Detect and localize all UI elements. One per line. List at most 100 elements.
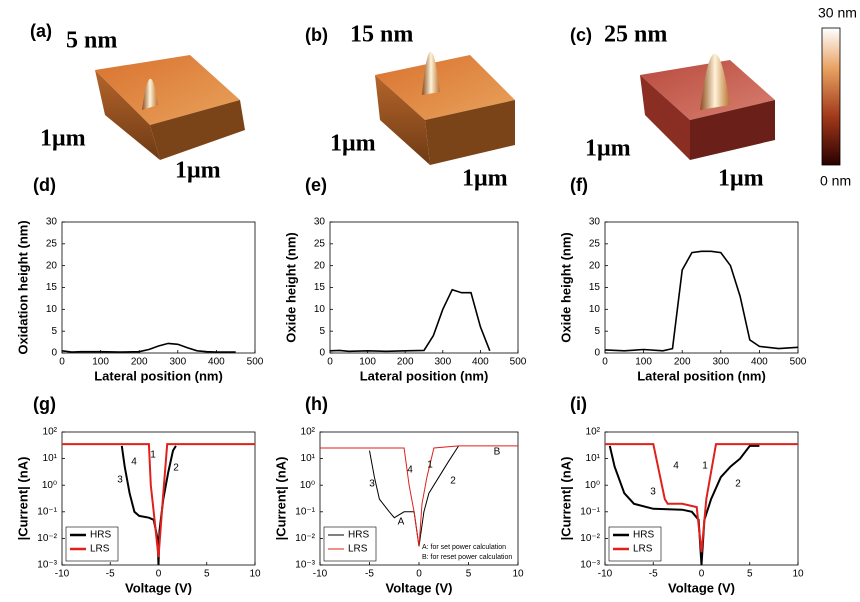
x-tick-label: 400: [751, 357, 768, 368]
afm-size: 1μm: [40, 126, 86, 152]
plot-frame: [329, 221, 519, 354]
x-axis-label: Voltage (V): [125, 580, 192, 595]
legend-label: HRS: [348, 530, 369, 541]
panel-label: (d): [33, 175, 56, 195]
y-tick-label: 10⁰: [585, 480, 600, 491]
y-tick-label: 20: [46, 260, 58, 271]
x-tick-label: -5: [106, 569, 115, 580]
afm-image: [640, 53, 775, 160]
x-tick-label: 300: [434, 357, 451, 368]
annotation: 3: [117, 475, 123, 486]
x-tick-label: 500: [790, 357, 807, 368]
afm-size: 1μm: [330, 131, 376, 157]
y-tick-label: 10⁰: [300, 480, 315, 491]
x-tick-label: 100: [359, 357, 376, 368]
panel-label: (f): [570, 175, 588, 195]
y-tick-label: 10⁰: [42, 480, 57, 491]
y-tick-label: 10¹: [586, 453, 601, 464]
x-tick-label: -10: [313, 569, 328, 580]
annotation: 2: [450, 476, 456, 487]
x-axis-label: Lateral position (nm): [94, 368, 223, 383]
y-tick-label: 5: [319, 326, 325, 337]
y-tick-label: 5: [594, 326, 600, 337]
x-axis-label: Voltage (V): [386, 580, 453, 595]
panel-label: (e): [305, 175, 327, 195]
x-tick-label: 100: [635, 357, 652, 368]
colorbar-min: 0 nm: [820, 173, 851, 189]
x-tick-label: 500: [247, 357, 264, 368]
legend-box: [608, 526, 662, 562]
data-line: [605, 443, 798, 553]
y-tick-label: 10⁻³: [37, 560, 57, 571]
afm-size: 1μm: [462, 166, 508, 192]
annotation: 4: [673, 461, 679, 472]
x-tick-label: -10: [598, 569, 613, 580]
legend-label: LRS: [633, 544, 653, 555]
y-axis-label: |Current| (nA): [15, 457, 30, 541]
y-tick-label: 10: [46, 304, 58, 315]
panel-label: (i): [570, 394, 587, 414]
x-tick-label: 300: [712, 357, 729, 368]
x-tick-label: 100: [92, 357, 109, 368]
afm-image: [95, 55, 245, 160]
annotation: 3: [650, 487, 656, 498]
annotation: 2: [735, 479, 741, 490]
plot-frame: [61, 221, 256, 354]
afm-height: 25 nm: [604, 22, 667, 48]
annotation: 4: [131, 457, 137, 468]
y-tick-label: 10¹: [301, 453, 316, 464]
y-tick-label: 10²: [586, 427, 601, 438]
y-tick-label: 10⁻¹: [580, 506, 600, 517]
x-tick-label: 0: [156, 569, 162, 580]
x-tick-label: 200: [131, 357, 148, 368]
data-line: [369, 445, 460, 547]
panel-label: (a): [30, 21, 52, 41]
y-tick-label: 15: [46, 282, 58, 293]
data-line: [329, 288, 491, 353]
x-tick-label: -10: [55, 569, 70, 580]
y-tick-label: 25: [46, 238, 58, 249]
x-tick-label: 5: [466, 569, 472, 580]
panel-label: (h): [305, 394, 328, 414]
legend-label: HRS: [633, 530, 654, 541]
colorbar: [821, 27, 841, 166]
legend-box: [323, 526, 377, 562]
x-tick-label: 10: [249, 569, 261, 580]
annotation: A: for set power calculation: [422, 544, 506, 551]
y-tick-label: 10²: [301, 427, 316, 438]
y-tick-label: 5: [51, 326, 57, 337]
y-axis-label: |Current| (nA): [273, 457, 288, 541]
x-axis-label: Voltage (V): [668, 580, 735, 595]
afm-size: 1μm: [718, 166, 764, 192]
y-axis-label: |Current| (nA): [558, 457, 573, 541]
x-tick-label: 5: [747, 569, 753, 580]
x-tick-label: 5: [204, 569, 210, 580]
y-tick-label: 0: [594, 348, 600, 359]
y-tick-label: 10⁻²: [580, 533, 600, 544]
annotation: A: [398, 517, 405, 528]
annotation: 2: [173, 463, 179, 474]
annotation: 1: [702, 461, 708, 472]
x-tick-label: 500: [510, 357, 527, 368]
y-tick-label: 30: [314, 217, 326, 228]
y-tick-label: 15: [314, 282, 326, 293]
plot-frame: [604, 221, 799, 354]
data-line: [320, 445, 518, 547]
annotation: 4: [407, 465, 413, 476]
annotation: B: [494, 447, 501, 458]
annotation: 1: [150, 450, 156, 461]
x-tick-label: 400: [208, 357, 225, 368]
y-axis-label: Oxide height (nm): [558, 232, 573, 343]
colorbar-max: 30 nm: [818, 5, 857, 21]
afm-height: 5 nm: [66, 28, 117, 54]
y-tick-label: 0: [51, 348, 57, 359]
x-tick-label: 300: [169, 357, 186, 368]
annotation: 3: [369, 479, 375, 490]
x-axis-label: Lateral position (nm): [360, 368, 489, 383]
y-tick-label: 10⁻³: [295, 560, 315, 571]
legend-label: LRS: [348, 544, 368, 555]
y-tick-label: 10⁻¹: [295, 506, 315, 517]
y-tick-label: 10⁻³: [580, 560, 600, 571]
annotation: 1: [427, 460, 433, 471]
